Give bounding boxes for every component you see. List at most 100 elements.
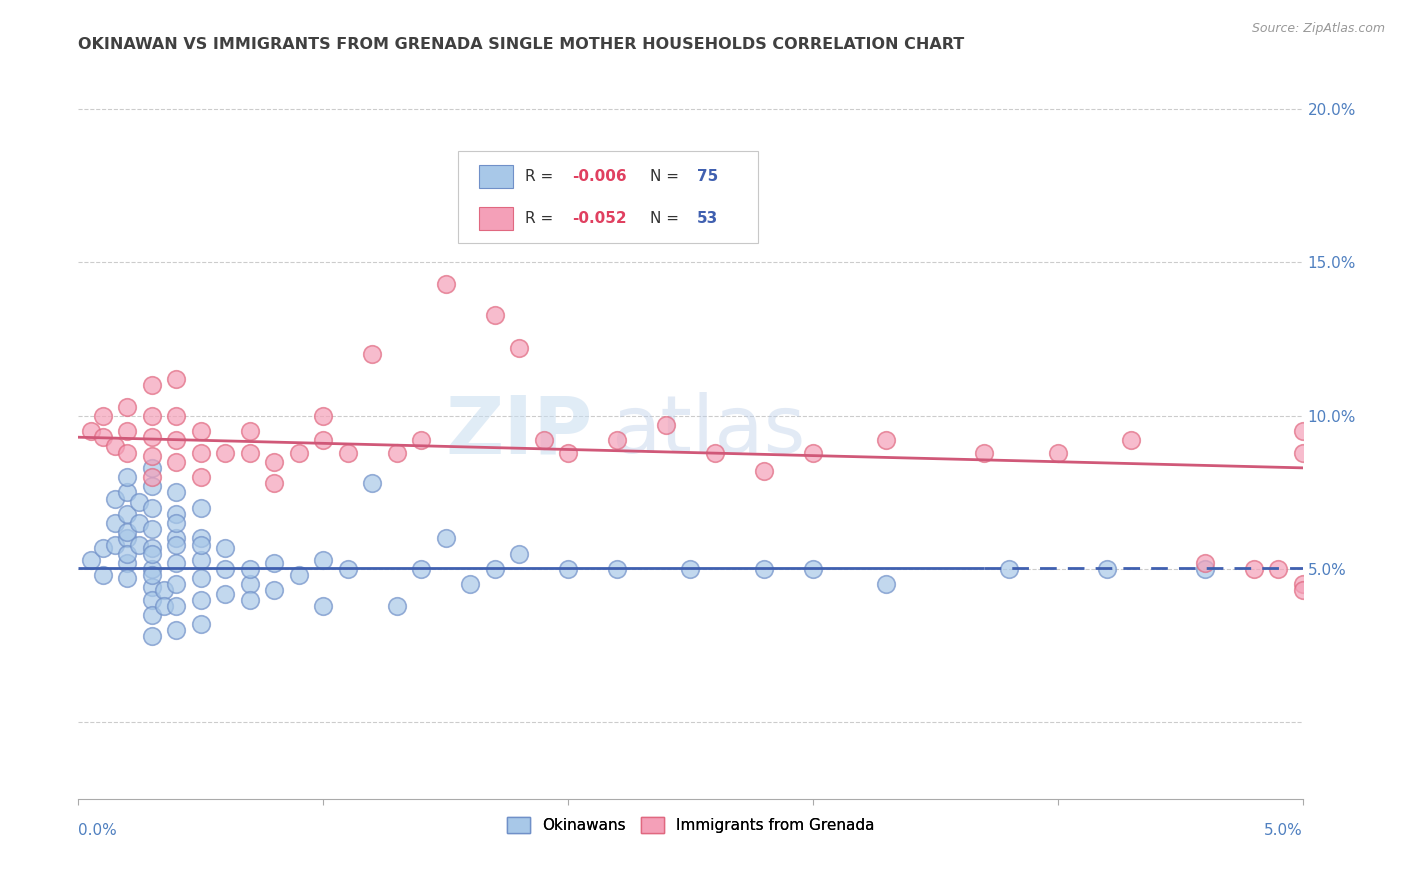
Point [1291, 577, 1313, 591]
Point [117, 424, 139, 438]
Point [239, 562, 262, 576]
Point [165, 624, 187, 638]
Text: 5.0%: 5.0% [1264, 823, 1302, 838]
Point [141, 522, 163, 536]
FancyBboxPatch shape [458, 152, 758, 244]
Point [165, 485, 187, 500]
Point [165, 599, 187, 613]
Text: -0.052: -0.052 [572, 211, 626, 226]
Text: R =: R = [526, 169, 558, 184]
Bar [478, 165, 513, 188]
Point [104, 516, 127, 530]
Point [190, 537, 212, 551]
Point [190, 500, 212, 515]
Text: 0.0%: 0.0% [79, 823, 117, 838]
Point [128, 537, 150, 551]
Point [190, 532, 212, 546]
Point [91, 541, 114, 555]
Point [214, 586, 236, 600]
Point [190, 571, 212, 585]
Text: 75: 75 [696, 169, 718, 184]
Point [165, 537, 187, 551]
Point [190, 445, 212, 459]
Point [214, 445, 236, 459]
Point [117, 445, 139, 459]
Point [165, 434, 187, 448]
Point [165, 516, 187, 530]
Text: -0.006: -0.006 [572, 169, 626, 184]
Point [190, 553, 212, 567]
Point [287, 568, 309, 582]
Point [434, 532, 457, 546]
Point [557, 562, 579, 576]
Point [263, 556, 285, 570]
Point [361, 347, 384, 361]
Point [104, 439, 127, 453]
Point [117, 400, 139, 414]
Point [752, 562, 775, 576]
Point [336, 562, 359, 576]
Point [1291, 445, 1313, 459]
Point [141, 568, 163, 582]
Point [409, 562, 432, 576]
Point [165, 409, 187, 423]
Point [1121, 434, 1143, 448]
Point [165, 556, 187, 570]
Point [165, 577, 187, 591]
Point [409, 434, 432, 448]
Point [117, 485, 139, 500]
Point [1267, 562, 1289, 576]
Point [239, 592, 262, 607]
Point [104, 491, 127, 506]
Point [141, 541, 163, 555]
Point [336, 445, 359, 459]
Point [484, 562, 506, 576]
Point [312, 599, 335, 613]
Point [801, 562, 824, 576]
Legend: Okinawans, Immigrants from Grenada: Okinawans, Immigrants from Grenada [501, 811, 880, 839]
Point [533, 434, 555, 448]
Point [752, 464, 775, 478]
Point [997, 562, 1019, 576]
Point [165, 455, 187, 469]
Point [606, 434, 628, 448]
Point [239, 445, 262, 459]
Point [557, 445, 579, 459]
Point [1194, 556, 1216, 570]
Point [117, 556, 139, 570]
Point [312, 553, 335, 567]
Point [141, 562, 163, 576]
Point [91, 409, 114, 423]
Point [117, 571, 139, 585]
Point [312, 409, 335, 423]
Point [141, 500, 163, 515]
Point [263, 455, 285, 469]
Point [508, 341, 530, 355]
Point [141, 479, 163, 493]
Bar [478, 207, 513, 230]
Text: N =: N = [650, 211, 683, 226]
Point [91, 430, 114, 444]
Text: Source: ZipAtlas.com: Source: ZipAtlas.com [1251, 22, 1385, 36]
Point [165, 372, 187, 386]
Point [190, 617, 212, 632]
Point [434, 277, 457, 291]
Point [117, 525, 139, 540]
Text: OKINAWAN VS IMMIGRANTS FROM GRENADA SINGLE MOTHER HOUSEHOLDS CORRELATION CHART: OKINAWAN VS IMMIGRANTS FROM GRENADA SING… [79, 37, 965, 53]
Point [484, 308, 506, 322]
Point [1291, 583, 1313, 598]
Point [385, 599, 408, 613]
Point [117, 532, 139, 546]
Point [141, 461, 163, 475]
Point [141, 581, 163, 595]
Point [128, 516, 150, 530]
Point [141, 430, 163, 444]
Point [153, 583, 176, 598]
Point [141, 592, 163, 607]
Point [141, 470, 163, 484]
Point [214, 562, 236, 576]
Point [239, 424, 262, 438]
Point [141, 547, 163, 561]
Point [117, 470, 139, 484]
Point [1291, 424, 1313, 438]
